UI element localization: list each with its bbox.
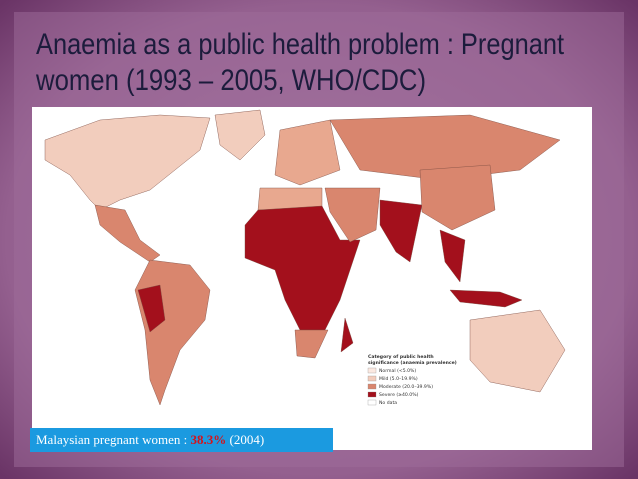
greenland <box>214 109 266 161</box>
legend-swatch <box>367 375 377 382</box>
legend-label: No data <box>379 400 397 406</box>
legend-label: Moderate (20.0–39.9%) <box>379 384 433 390</box>
legend-swatch <box>367 383 377 390</box>
legend: Category of public health significance (… <box>367 354 457 406</box>
map: Category of public health significance (… <box>32 107 592 450</box>
caption-prefix: Malaysian pregnant women : <box>36 432 187 447</box>
middle-east <box>324 187 381 243</box>
caption-text: Malaysian pregnant women : 38.3% (2004) <box>36 432 264 447</box>
title-line: women (1993 – 2005, WHO/CDC) <box>35 64 426 97</box>
southern-africa <box>294 329 329 359</box>
north-america <box>44 114 211 211</box>
central-america <box>94 204 161 263</box>
caption-box <box>30 428 333 452</box>
china <box>419 164 496 231</box>
title-line: Anaemia as a public health problem : Pre… <box>36 28 565 61</box>
caption-highlight: 38.3% <box>191 432 227 447</box>
caption-suffix: (2004) <box>230 432 265 447</box>
legend-title: Category of public health <box>368 354 434 360</box>
legend-label: Mild (5.0–19.9%) <box>379 376 418 382</box>
caption: Malaysian pregnant women : 38.3% (2004) <box>30 428 333 452</box>
peru <box>137 284 166 333</box>
legend-swatch <box>367 367 377 374</box>
russia <box>329 114 561 181</box>
legend-swatch <box>367 391 377 398</box>
southeast-asia <box>439 229 466 283</box>
legend-label: Severe (≥40.0%) <box>379 392 419 398</box>
australia <box>469 309 566 393</box>
south-asia <box>379 199 423 263</box>
legend-label: Normal (<5.0%) <box>379 368 416 374</box>
europe <box>274 119 341 186</box>
legend-title: significance (anaemia prevalence) <box>368 360 457 366</box>
indonesia <box>449 289 523 308</box>
madagascar <box>340 317 354 353</box>
legend-swatch <box>367 399 377 406</box>
